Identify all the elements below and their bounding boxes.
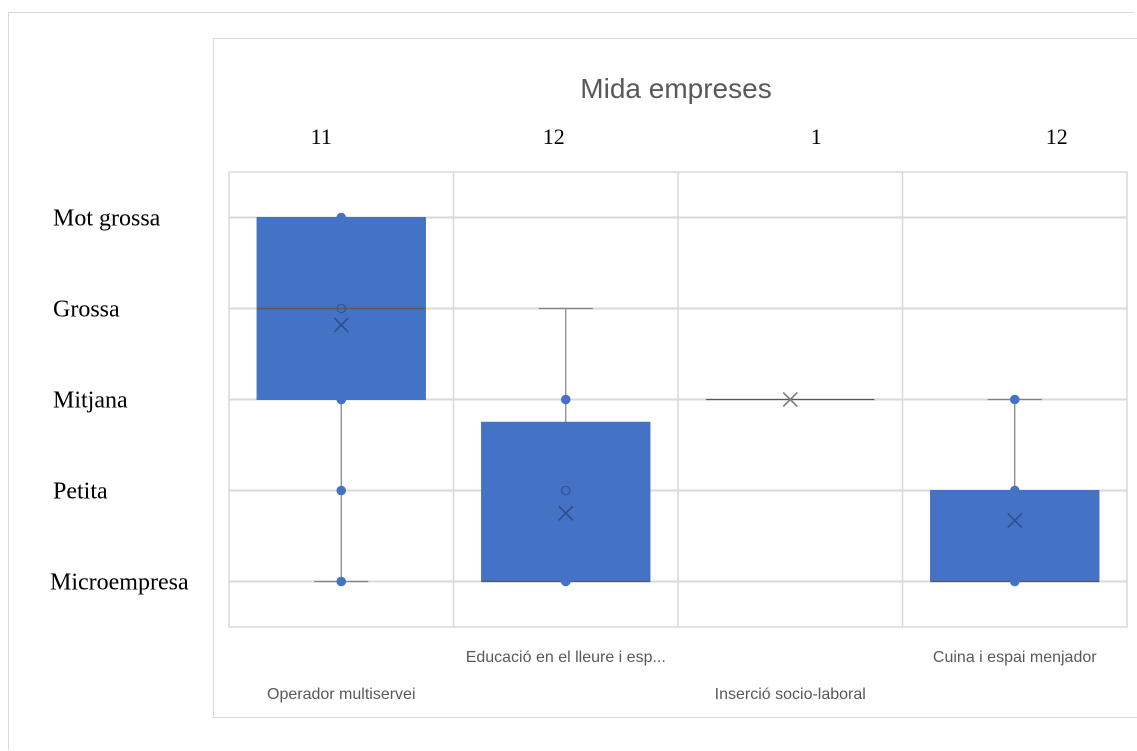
count-label: 12	[1046, 124, 1068, 149]
mean-marker	[558, 505, 574, 521]
data-point	[560, 394, 571, 405]
data-point	[560, 576, 571, 587]
y-tick-label: Mitjana	[53, 388, 128, 414]
count-label: 11	[311, 124, 332, 149]
data-point	[336, 394, 347, 405]
y-tick-label: Petita	[53, 479, 108, 505]
box-series	[256, 212, 1100, 587]
mean-marker	[333, 317, 349, 333]
box-group	[930, 394, 1100, 587]
data-point	[336, 485, 347, 496]
box-group	[706, 391, 875, 408]
data-point	[336, 576, 347, 587]
x-category-label: Educació en el lleure i esp...	[466, 649, 666, 666]
box-group	[256, 212, 426, 587]
y-tick-label: Mot grossa	[53, 206, 161, 232]
x-category-label: Operador multiservei	[267, 686, 416, 703]
data-point	[1009, 576, 1020, 587]
data-point	[336, 212, 347, 223]
data-point	[1009, 394, 1020, 405]
chart-area	[213, 38, 1137, 718]
box-iqr	[481, 421, 651, 582]
x-category-label: Inserció socio-laboral	[715, 686, 866, 703]
mean-marker	[1007, 512, 1023, 529]
x-category-label: Cuina i espai menjador	[933, 649, 1097, 666]
y-tick-label: Microempresa	[50, 570, 189, 596]
chart-title: Mida empreses	[580, 73, 771, 104]
figure-frame	[8, 12, 1134, 750]
y-tick-label: Grossa	[53, 297, 120, 323]
count-label: 12	[543, 124, 565, 149]
box-group	[481, 307, 651, 587]
data-point	[1009, 485, 1020, 496]
y-axis-labels: Microempresa Petita Mitjana Grossa Mot gross…	[50, 206, 189, 596]
data-point	[336, 303, 347, 314]
mean-marker	[782, 391, 798, 408]
count-labels: 11 12 1 12	[311, 124, 1068, 149]
data-point	[560, 485, 571, 496]
box-iqr	[930, 490, 1100, 582]
count-label: 1	[811, 124, 822, 149]
x-axis-labels: Operador multiservei Educació en el lleur…	[267, 649, 1097, 703]
